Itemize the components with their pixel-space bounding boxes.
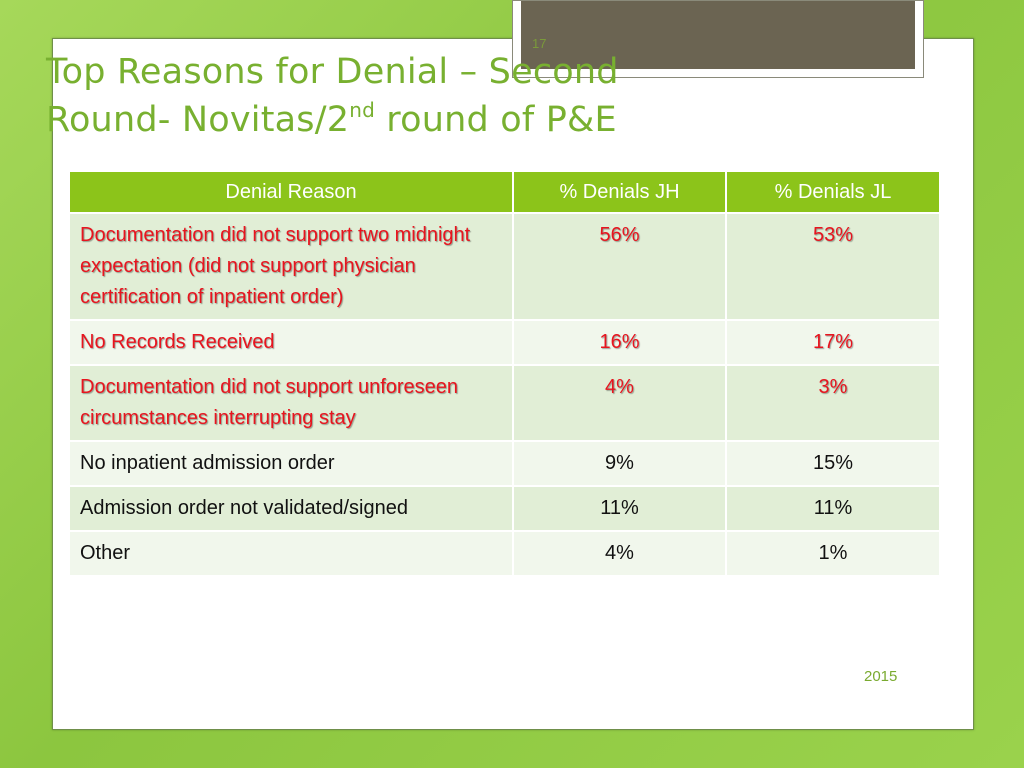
title-superscript: nd [349,98,375,122]
top-decoration-tab [512,0,924,78]
row-reason: No inpatient admission order [68,440,514,487]
row-pct-jl: 15% [725,440,941,487]
table-row: No inpatient admission order 9% 15% [68,440,941,487]
row-pct-jh: 11% [512,485,727,532]
row-reason: Documentation did not support unforeseen… [68,364,514,442]
header-denial-reason: Denial Reason [68,170,514,214]
row-reason: Documentation did not support two midnig… [68,212,514,321]
denial-reasons-table: Denial Reason % Denials JH % Denials JL … [68,170,941,577]
title-line-2-end: round of P&E [374,100,617,140]
table-row: Admission order not validated/signed 11%… [68,485,941,532]
row-pct-jh: 9% [512,440,727,487]
title-line-1: Top Reasons for Denial – Second [46,52,619,92]
top-decoration-bar [521,1,915,69]
row-pct-jl: 11% [725,485,941,532]
row-pct-jh: 16% [512,319,727,366]
slide-title: Top Reasons for Denial – Second Round- N… [46,48,619,144]
footer-year: 2015 [864,668,898,685]
slide-number: 17 [532,36,547,51]
row-pct-jl: 1% [725,530,941,577]
table-row: Other 4% 1% [68,530,941,577]
title-line-2-start: Round- Novitas/2 [46,100,350,140]
row-pct-jh: 56% [512,212,727,321]
table-header-row: Denial Reason % Denials JH % Denials JL [68,170,941,214]
header-denials-jh: % Denials JH [512,170,727,214]
table-row: Documentation did not support two midnig… [68,212,941,321]
row-pct-jl: 17% [725,319,941,366]
row-pct-jl: 3% [725,364,941,442]
row-pct-jh: 4% [512,364,727,442]
row-reason: No Records Received [68,319,514,366]
title-line-2: Round- Novitas/2nd round of P&E [46,96,619,144]
header-denials-jl: % Denials JL [725,170,941,214]
table-row: No Records Received 16% 17% [68,319,941,366]
row-reason: Other [68,530,514,577]
row-pct-jl: 53% [725,212,941,321]
table-row: Documentation did not support unforeseen… [68,364,941,442]
row-pct-jh: 4% [512,530,727,577]
row-reason: Admission order not validated/signed [68,485,514,532]
